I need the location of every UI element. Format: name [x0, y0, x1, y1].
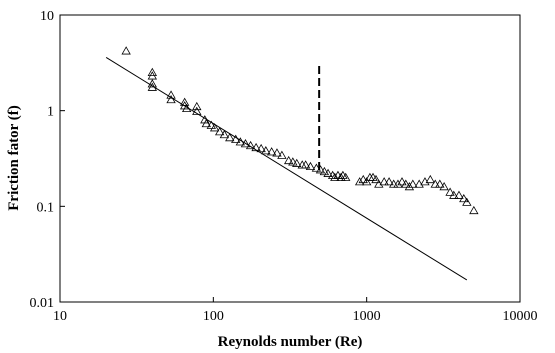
- data-point: [121, 46, 131, 55]
- x-axis-title: Reynolds number (Re): [218, 334, 363, 350]
- data-point: [371, 174, 381, 184]
- data-point: [404, 181, 415, 191]
- data-point: [445, 187, 455, 196]
- data-point: [181, 103, 192, 113]
- y-axis-ticks: 0.01 0.1 1 10: [30, 9, 65, 311]
- data-point: [214, 127, 225, 136]
- data-point: [311, 163, 322, 172]
- data-point: [240, 139, 251, 148]
- y-tick-label: 0.1: [37, 200, 55, 215]
- data-point: [147, 71, 158, 80]
- data-point: [327, 170, 338, 179]
- data-point: [147, 82, 158, 91]
- data-point: [435, 179, 445, 188]
- data-point: [319, 166, 330, 176]
- data-point: [425, 174, 435, 184]
- data-point: [261, 146, 271, 155]
- data-point: [235, 137, 246, 146]
- x-tick-label: 10: [53, 309, 67, 324]
- data-point: [266, 147, 277, 156]
- y-tick-label: 1: [47, 105, 54, 120]
- data-point: [288, 157, 298, 166]
- data-point: [292, 158, 302, 167]
- data-point: [330, 172, 340, 181]
- data-point: [361, 177, 372, 186]
- data-point: [393, 179, 403, 188]
- data-point: [272, 148, 282, 157]
- data-point: [454, 190, 464, 199]
- data-point: [166, 90, 176, 99]
- x-tick-label: 10000: [503, 309, 538, 324]
- data-point: [379, 177, 389, 186]
- data-point: [384, 177, 394, 186]
- data-point: [341, 172, 351, 181]
- data-point: [245, 140, 256, 150]
- x-tick-label: 1000: [353, 309, 381, 324]
- data-point: [283, 155, 294, 165]
- data-point: [147, 67, 158, 76]
- data-point: [201, 118, 212, 128]
- data-point: [300, 160, 311, 169]
- data-point: [256, 143, 266, 153]
- data-point: [459, 193, 469, 203]
- x-axis-ticks: 10 100 1000 10000: [53, 297, 538, 324]
- data-point: [469, 205, 479, 215]
- data-point: [401, 179, 411, 188]
- data-point: [408, 179, 418, 188]
- y-tick-label: 10: [40, 9, 54, 24]
- data-point: [219, 129, 230, 139]
- data-point: [192, 101, 202, 111]
- data-point: [206, 120, 216, 129]
- data-point: [358, 174, 368, 184]
- data-point: [277, 150, 287, 159]
- data-point: [209, 123, 220, 132]
- data-point: [354, 177, 365, 186]
- x-tick-label: 100: [203, 309, 224, 324]
- data-point: [462, 197, 472, 206]
- data-point: [147, 79, 158, 88]
- data-point: [179, 97, 190, 106]
- data-point: [192, 106, 202, 115]
- data-point: [225, 133, 235, 142]
- data-point: [315, 165, 326, 174]
- y-tick-label: 0.01: [30, 296, 55, 311]
- data-point: [323, 168, 333, 177]
- data-point: [336, 172, 346, 181]
- data-point: [449, 190, 459, 199]
- data-point: [430, 179, 440, 188]
- data-point: [397, 177, 407, 186]
- data-point: [251, 142, 261, 152]
- data-point: [231, 134, 241, 143]
- data-point: [166, 94, 176, 104]
- data-point: [305, 161, 316, 171]
- data-point: [439, 181, 449, 191]
- y-axis-title: Friction fator (f): [6, 105, 22, 211]
- data-points: [121, 46, 479, 215]
- trend-line: [105, 57, 468, 281]
